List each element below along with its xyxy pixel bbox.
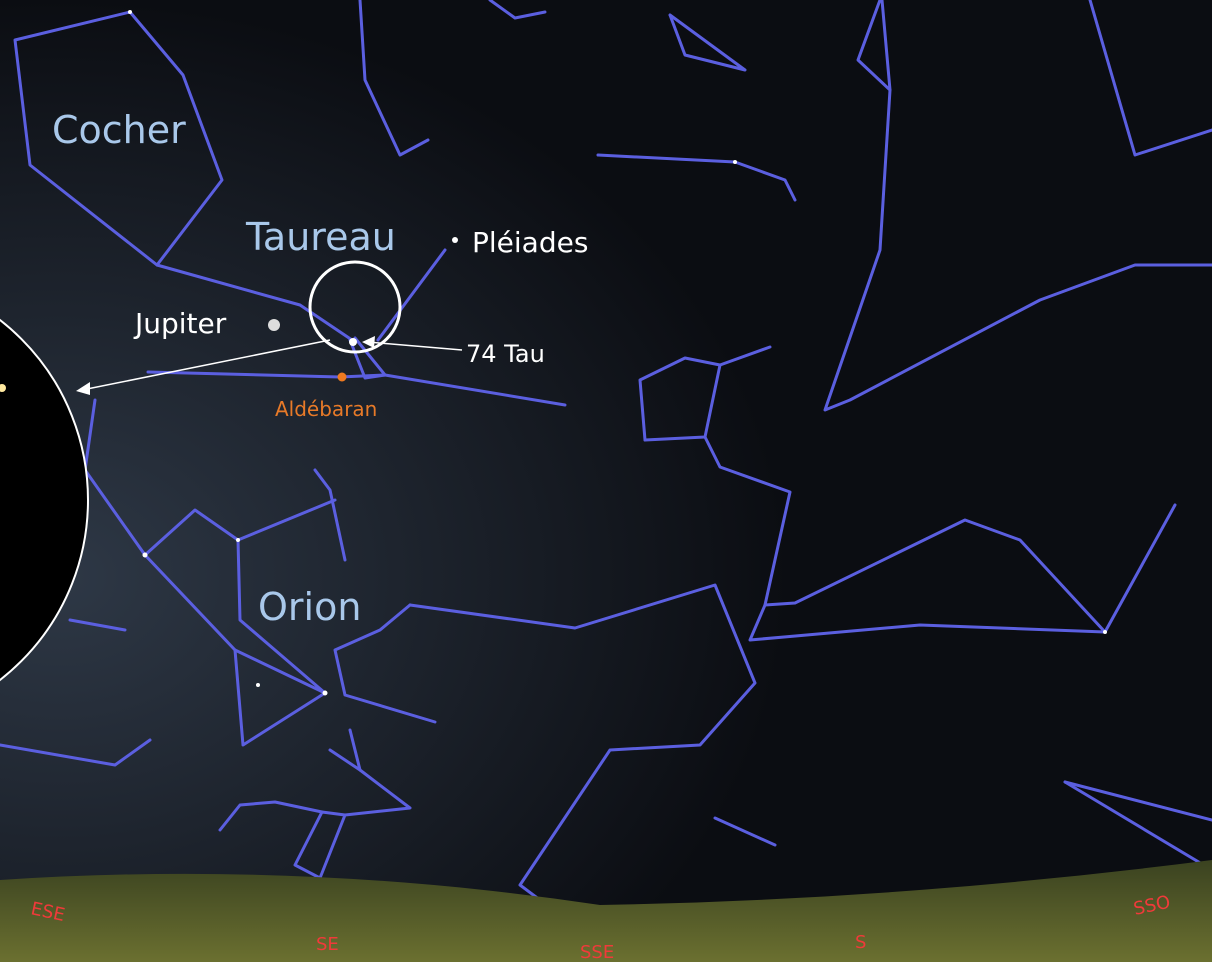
sky-view: Cocher Taureau Orion Pléiades Jupiter 74… <box>0 0 1212 962</box>
cardinal-label: S <box>855 932 866 953</box>
cardinal-label: SE <box>316 934 339 955</box>
object-label: Aldébaran <box>275 397 377 421</box>
jupiter-dot <box>268 319 280 331</box>
object-label: Pléiades <box>472 226 588 259</box>
cardinal-label: SSE <box>580 942 614 962</box>
constellation-label: Taureau <box>245 215 396 259</box>
aldebaran-dot <box>338 373 347 382</box>
constellation-label: Cocher <box>52 108 186 152</box>
object-label: Jupiter <box>133 307 227 340</box>
object-label: 74 Tau <box>466 340 545 368</box>
star-dot <box>349 338 357 346</box>
constellation-label: Orion <box>258 585 361 629</box>
